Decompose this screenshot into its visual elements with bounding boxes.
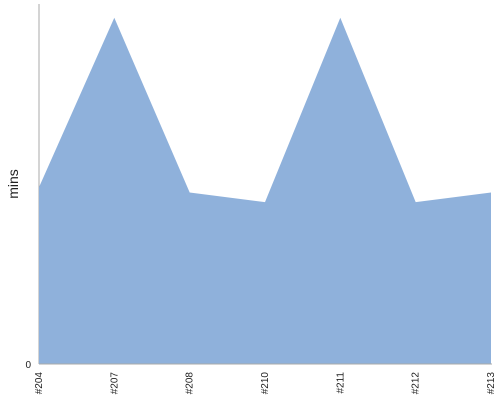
x-tick-labels: #204 #207 #208 #210 #211 #212 #213 — [34, 372, 497, 395]
series-area — [39, 17, 491, 365]
x-tick-label: #208 — [185, 372, 196, 395]
x-tick-label: #213 — [486, 372, 497, 395]
x-tick-label: #212 — [411, 372, 422, 395]
y-axis-title: mins — [5, 169, 21, 199]
x-tick-label: #207 — [109, 372, 120, 395]
x-tick-label: #204 — [34, 372, 45, 395]
x-tick-label: #210 — [260, 372, 271, 395]
y-tick-label: 0 — [25, 360, 31, 371]
x-tick-label: #211 — [335, 372, 346, 394]
